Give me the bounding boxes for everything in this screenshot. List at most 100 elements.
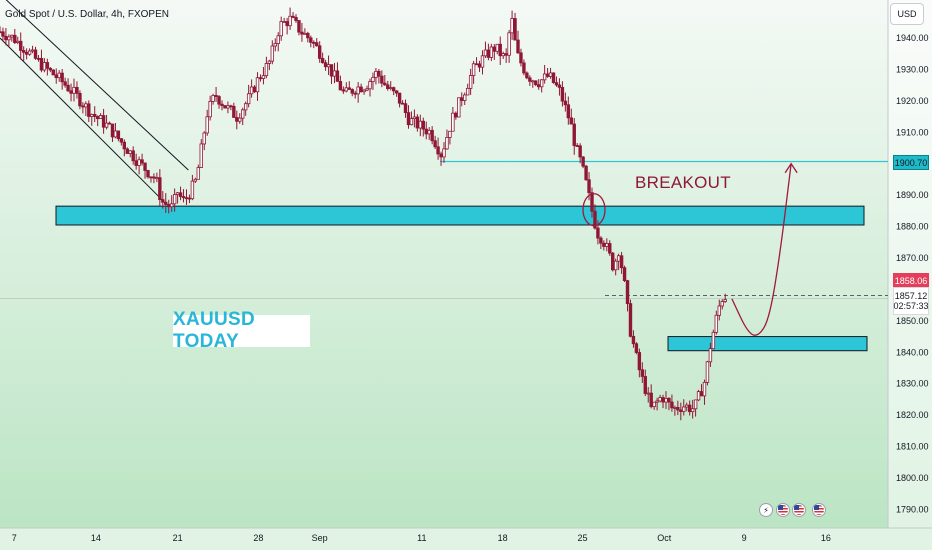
candle-body [75,86,79,94]
candle-body [513,18,517,41]
candle-body [184,197,189,200]
candle-body [315,42,319,47]
candle-body [169,203,174,208]
lightning-event-icon[interactable]: ⚡ [759,503,773,517]
candle-body [54,74,58,79]
candle-body [699,391,704,397]
candle-body [483,49,488,57]
currency-button[interactable]: USD [890,3,924,25]
candle-body [312,41,316,44]
candle-body [652,401,656,408]
channel-trendline [0,37,168,205]
candle-body [465,87,470,96]
us-flag-event-icon[interactable] [792,503,806,517]
time-tick-label: Oct [657,533,672,543]
candle-body [320,58,325,64]
candle-body [394,90,399,94]
candle-body [155,177,159,180]
channel-trendline [5,0,189,171]
candle-body [122,141,127,150]
candle-body [51,69,55,76]
candle-body [90,113,94,117]
price-tick-label: 1830.00 [896,379,929,389]
chart-title-label: XAUUSD TODAY [173,309,310,352]
candle-body [347,87,351,90]
candle-body [403,103,408,114]
candle-body [175,192,180,195]
candle-body [421,120,425,130]
candle-body [643,376,647,394]
candle-body [539,79,544,88]
candle-body [676,406,680,411]
candle-body [430,129,434,142]
price-tick-label: 1880.00 [896,222,929,232]
candle-body [696,391,701,401]
breakout-circle [582,193,606,227]
candle-body [501,53,505,57]
candle-body [673,406,677,409]
candle-body [389,87,393,89]
breakout-label: BREAKOUT [635,173,731,192]
candle-body [13,34,17,43]
price-tick-label: 1930.00 [896,64,929,74]
candle-body [495,43,499,52]
projection-arrow-path [731,163,792,336]
candle-body [146,170,150,178]
candle-body [359,86,363,93]
us-flag-event-icon[interactable] [812,503,826,517]
candle-body [30,49,35,52]
candle-body [471,63,476,76]
candle-body [21,50,26,53]
candle-body [217,96,221,105]
candle-body [255,77,260,93]
candle-body [45,62,50,69]
candle-body [235,117,239,122]
chart-header-title: Gold Spot / U.S. Dollar, 4h, FXOPEN [5,9,169,20]
candle-body [93,113,97,117]
breakout-layer [582,193,606,227]
candle-body [525,72,529,79]
time-tick-label: 28 [253,533,263,543]
candle-body [454,112,458,118]
candle-body [655,400,659,403]
candle-body [400,102,405,105]
time-tick-label: 21 [173,533,183,543]
candle-body [365,88,369,91]
candle-body [119,138,124,143]
candle-body [276,35,280,44]
candle-body [232,105,236,118]
zones-layer [55,205,868,352]
candle-body [596,227,600,239]
candle-body [702,381,707,397]
time-axis-panel[interactable] [0,528,932,550]
candle-body [569,117,573,125]
price-axis-panel[interactable] [888,0,932,528]
candle-body [560,87,565,102]
candles-layer [0,7,727,421]
candle-body [690,408,695,413]
candle-body [457,97,461,118]
candle-body [661,397,665,403]
candle-body [7,36,11,41]
candle-body [682,406,686,412]
candle-body [60,72,64,83]
candle-body [10,34,14,38]
candle-body [249,86,254,95]
candle-body [149,176,153,179]
candle-body [261,75,266,79]
candle-body [4,35,8,41]
candle-body [418,120,423,129]
channel-layer [0,0,189,205]
time-tick-label: Sep [312,533,328,543]
candle-body [205,116,209,134]
candle-body [377,70,381,77]
candle-body [131,150,135,162]
candle-body [164,201,168,205]
candle-body [587,179,591,194]
candle-body [341,89,346,92]
candle-body [463,94,467,101]
candle-body [634,343,639,353]
us-flag-event-icon[interactable] [776,503,790,517]
candle-body [323,62,328,68]
